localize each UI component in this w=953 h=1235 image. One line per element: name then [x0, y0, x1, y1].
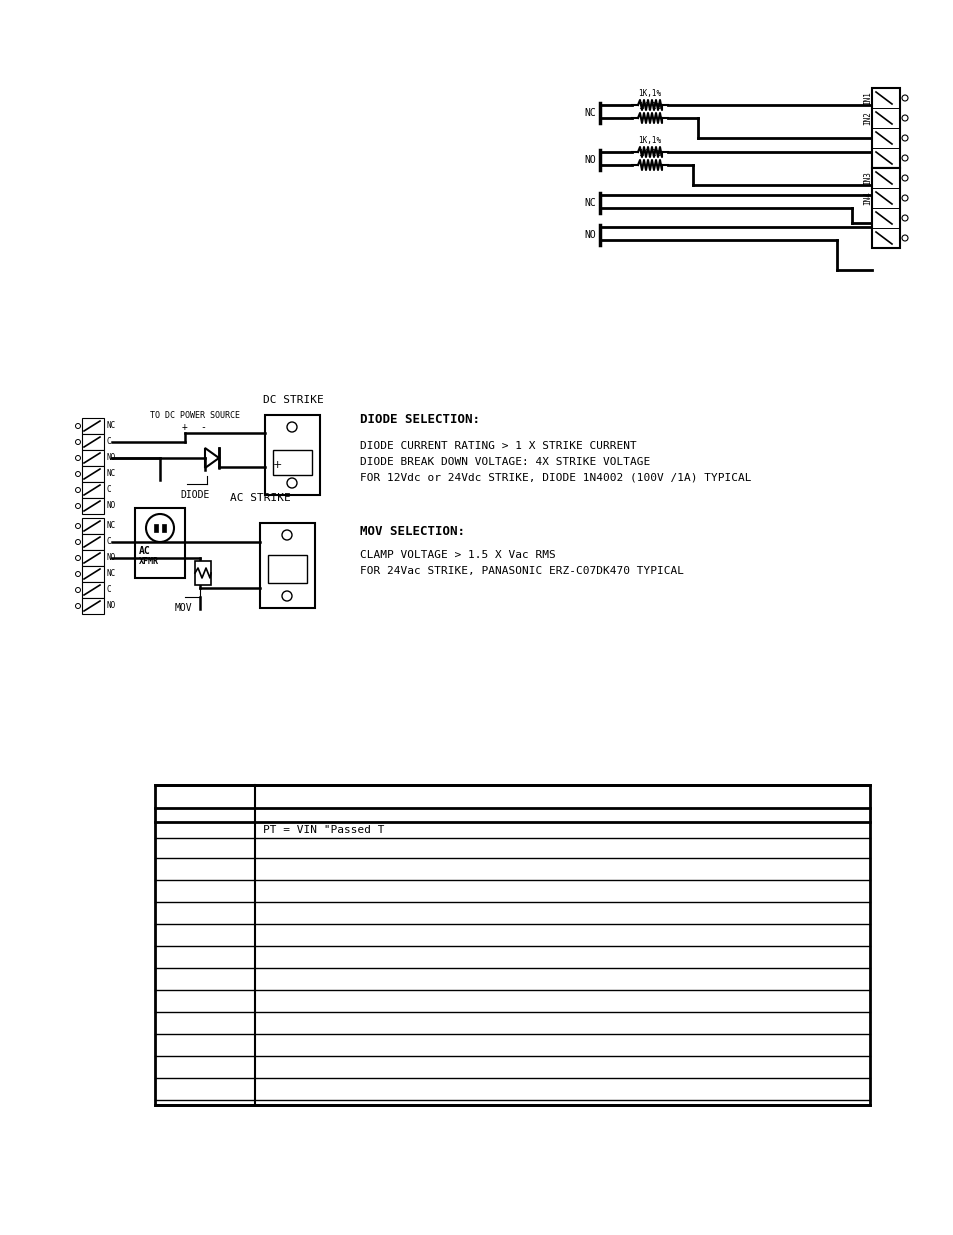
Text: DIODE: DIODE [180, 490, 209, 500]
Bar [162, 524, 166, 532]
Text: DIODE CURRENT RATING > 1 X STRIKE CURRENT: DIODE CURRENT RATING > 1 X STRIKE CURREN… [359, 441, 636, 451]
Circle shape [75, 424, 80, 429]
Text: NO: NO [107, 601, 116, 610]
Circle shape [75, 456, 80, 461]
Bar [82, 450, 104, 466]
Circle shape [75, 504, 80, 509]
Text: +: + [272, 459, 281, 471]
Bar [260, 522, 314, 608]
Bar [82, 517, 104, 534]
Circle shape [901, 215, 907, 221]
Circle shape [75, 472, 80, 477]
Bar [82, 498, 104, 514]
Text: NO: NO [583, 230, 596, 240]
Text: XFMR: XFMR [139, 557, 159, 567]
Text: 1K,1%: 1K,1% [638, 149, 660, 158]
Circle shape [901, 175, 907, 182]
Circle shape [75, 488, 80, 493]
Text: AC STRIKE: AC STRIKE [230, 493, 291, 503]
Text: 1K,1%: 1K,1% [638, 103, 660, 111]
Circle shape [901, 235, 907, 241]
Text: NC: NC [107, 421, 116, 431]
Bar [871, 88, 899, 168]
Bar [82, 482, 104, 498]
Circle shape [75, 556, 80, 561]
Text: MOV SELECTION:: MOV SELECTION: [359, 525, 464, 538]
Text: IN4: IN4 [862, 191, 872, 205]
Text: 1K,1%: 1K,1% [638, 136, 660, 144]
Text: 1K,1%: 1K,1% [638, 89, 660, 98]
Bar [82, 534, 104, 550]
Bar [82, 598, 104, 614]
Text: C: C [107, 437, 112, 447]
Circle shape [901, 135, 907, 141]
Bar [194, 561, 211, 585]
Circle shape [287, 478, 296, 488]
Text: FOR 24Vac STRIKE, PANASONIC ERZ-C07DK470 TYPICAL: FOR 24Vac STRIKE, PANASONIC ERZ-C07DK470… [359, 566, 683, 576]
Text: DIODE SELECTION:: DIODE SELECTION: [359, 412, 479, 426]
Bar [153, 524, 158, 532]
Circle shape [901, 95, 907, 101]
Circle shape [146, 514, 173, 542]
Bar [82, 566, 104, 582]
Circle shape [75, 540, 80, 545]
Bar [82, 550, 104, 566]
Text: NC: NC [107, 521, 116, 531]
Text: NO: NO [107, 553, 116, 562]
Circle shape [75, 524, 80, 529]
Bar [154, 785, 869, 1105]
Bar [82, 433, 104, 450]
Text: -: - [200, 422, 206, 432]
Circle shape [901, 195, 907, 201]
Text: NO: NO [107, 453, 116, 462]
Bar [273, 450, 312, 475]
Text: CLAMP VOLTAGE > 1.5 X Vac RMS: CLAMP VOLTAGE > 1.5 X Vac RMS [359, 550, 556, 559]
Circle shape [901, 115, 907, 121]
Circle shape [901, 156, 907, 161]
Text: +: + [182, 422, 188, 432]
Text: NO: NO [583, 156, 596, 165]
Bar [871, 168, 899, 248]
Text: NO: NO [107, 501, 116, 510]
Text: PT = VIN "Passed T: PT = VIN "Passed T [263, 825, 384, 835]
Text: FOR 12Vdc or 24Vdc STRIKE, DIODE 1N4002 (100V /1A) TYPICAL: FOR 12Vdc or 24Vdc STRIKE, DIODE 1N4002 … [359, 473, 751, 483]
Text: DIODE BREAK DOWN VOLTAGE: 4X STRIKE VOLTAGE: DIODE BREAK DOWN VOLTAGE: 4X STRIKE VOLT… [359, 457, 650, 467]
Text: NC: NC [583, 107, 596, 119]
Text: C: C [107, 585, 112, 594]
Text: C: C [107, 485, 112, 494]
Bar [265, 415, 319, 495]
Text: C: C [107, 537, 112, 547]
Circle shape [282, 592, 292, 601]
Bar [268, 555, 307, 583]
Circle shape [75, 588, 80, 593]
Bar [82, 466, 104, 482]
Circle shape [75, 604, 80, 609]
Circle shape [287, 422, 296, 432]
Text: IN2: IN2 [862, 111, 872, 125]
Text: DC STRIKE: DC STRIKE [262, 395, 323, 405]
Text: MOV: MOV [174, 603, 193, 613]
Text: NC: NC [107, 469, 116, 478]
Text: TO DC POWER SOURCE: TO DC POWER SOURCE [150, 411, 240, 420]
Text: NC: NC [107, 569, 116, 578]
Bar [135, 508, 185, 578]
Bar [82, 417, 104, 433]
Circle shape [75, 572, 80, 577]
Text: IN3: IN3 [862, 172, 872, 185]
Circle shape [282, 530, 292, 540]
Text: AC: AC [139, 546, 151, 556]
Circle shape [75, 440, 80, 445]
Text: IN1: IN1 [862, 91, 872, 105]
Bar [82, 582, 104, 598]
Text: NC: NC [583, 198, 596, 207]
